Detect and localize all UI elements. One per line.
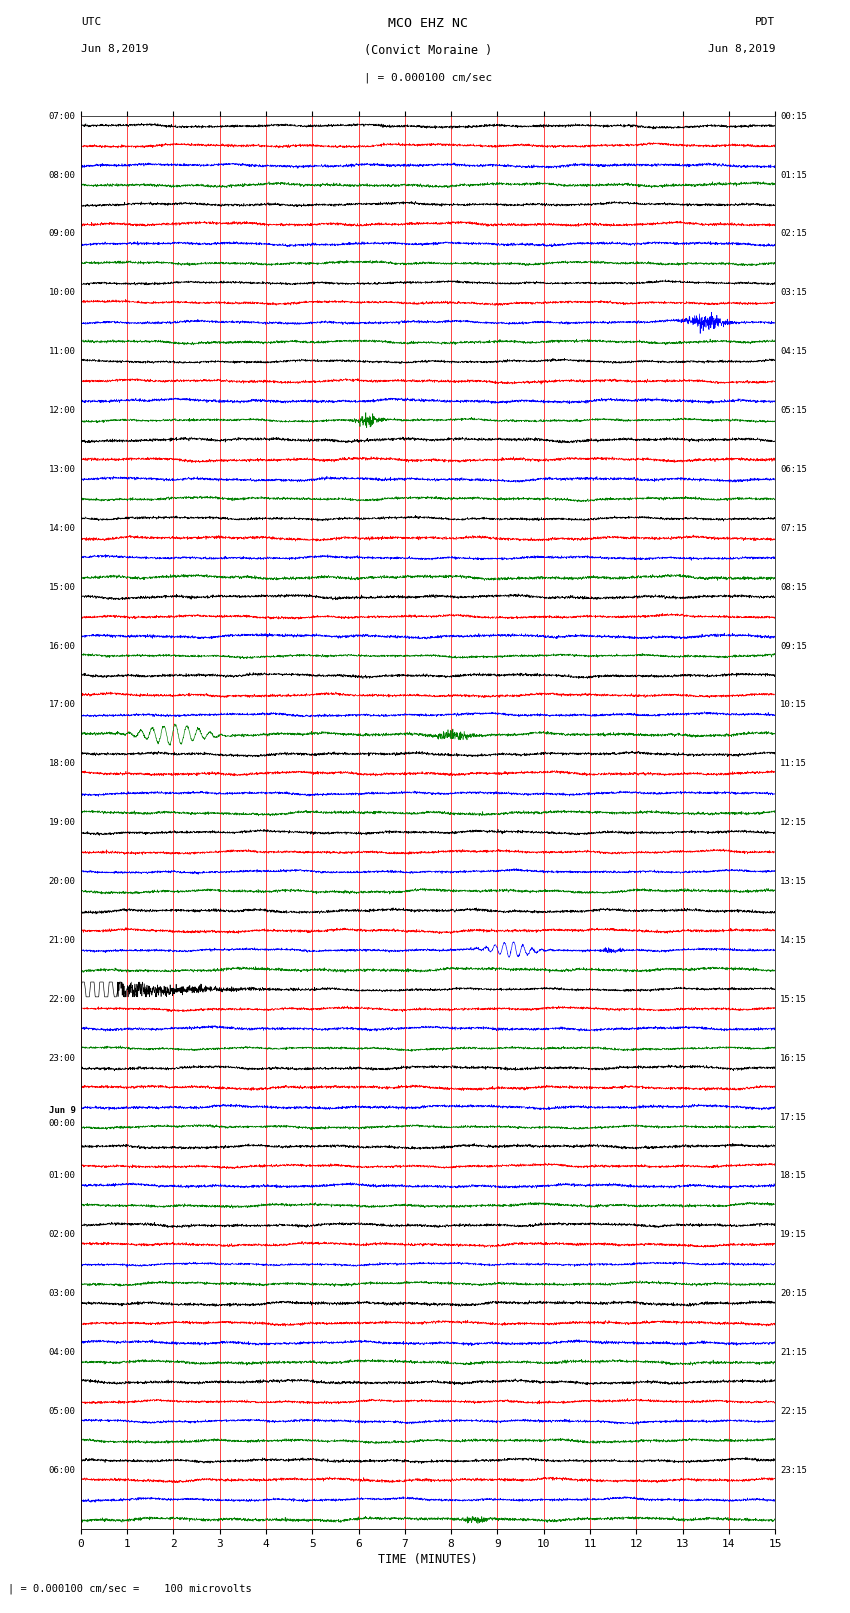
Text: MCO EHZ NC: MCO EHZ NC (388, 18, 468, 31)
Text: 11:00: 11:00 (48, 347, 76, 356)
Text: | = 0.000100 cm/sec =    100 microvolts: | = 0.000100 cm/sec = 100 microvolts (8, 1582, 252, 1594)
Text: 02:00: 02:00 (48, 1231, 76, 1239)
Text: Jun 8,2019: Jun 8,2019 (81, 44, 148, 55)
Text: 11:15: 11:15 (780, 760, 808, 768)
Text: 05:00: 05:00 (48, 1407, 76, 1416)
Text: 14:00: 14:00 (48, 524, 76, 532)
Text: 20:15: 20:15 (780, 1289, 808, 1298)
Text: Jun 8,2019: Jun 8,2019 (708, 44, 775, 55)
Text: 17:15: 17:15 (780, 1113, 808, 1121)
Text: 03:00: 03:00 (48, 1289, 76, 1298)
Text: 12:15: 12:15 (780, 818, 808, 827)
Text: 18:00: 18:00 (48, 760, 76, 768)
Text: PDT: PDT (755, 18, 775, 27)
Text: 22:15: 22:15 (780, 1407, 808, 1416)
Text: 16:00: 16:00 (48, 642, 76, 650)
Text: 21:15: 21:15 (780, 1348, 808, 1357)
Text: 02:15: 02:15 (780, 229, 808, 239)
Text: 15:00: 15:00 (48, 582, 76, 592)
Text: 19:00: 19:00 (48, 818, 76, 827)
Text: 15:15: 15:15 (780, 995, 808, 1003)
Text: 14:15: 14:15 (780, 936, 808, 945)
Text: 00:15: 00:15 (780, 111, 808, 121)
Text: 00:00: 00:00 (48, 1119, 76, 1127)
Text: 09:00: 09:00 (48, 229, 76, 239)
Text: 12:00: 12:00 (48, 406, 76, 415)
Text: 04:00: 04:00 (48, 1348, 76, 1357)
Text: 19:15: 19:15 (780, 1231, 808, 1239)
Text: 01:00: 01:00 (48, 1171, 76, 1181)
Text: 05:15: 05:15 (780, 406, 808, 415)
Text: 20:00: 20:00 (48, 877, 76, 886)
Text: 04:15: 04:15 (780, 347, 808, 356)
Text: 10:00: 10:00 (48, 289, 76, 297)
Text: 16:15: 16:15 (780, 1053, 808, 1063)
Text: 03:15: 03:15 (780, 289, 808, 297)
X-axis label: TIME (MINUTES): TIME (MINUTES) (378, 1553, 478, 1566)
Text: 13:00: 13:00 (48, 465, 76, 474)
Text: 22:00: 22:00 (48, 995, 76, 1003)
Text: UTC: UTC (81, 18, 101, 27)
Text: 06:00: 06:00 (48, 1466, 76, 1474)
Text: (Convict Moraine ): (Convict Moraine ) (364, 44, 492, 56)
Text: 07:00: 07:00 (48, 111, 76, 121)
Text: 23:00: 23:00 (48, 1053, 76, 1063)
Text: 09:15: 09:15 (780, 642, 808, 650)
Text: 13:15: 13:15 (780, 877, 808, 886)
Text: 21:00: 21:00 (48, 936, 76, 945)
Text: Jun 9: Jun 9 (48, 1107, 76, 1115)
Text: 08:00: 08:00 (48, 171, 76, 179)
Text: 17:00: 17:00 (48, 700, 76, 710)
Text: 18:15: 18:15 (780, 1171, 808, 1181)
Text: 01:15: 01:15 (780, 171, 808, 179)
Text: 07:15: 07:15 (780, 524, 808, 532)
Text: 23:15: 23:15 (780, 1466, 808, 1474)
Text: | = 0.000100 cm/sec: | = 0.000100 cm/sec (364, 73, 492, 82)
Text: 08:15: 08:15 (780, 582, 808, 592)
Text: 06:15: 06:15 (780, 465, 808, 474)
Text: 10:15: 10:15 (780, 700, 808, 710)
